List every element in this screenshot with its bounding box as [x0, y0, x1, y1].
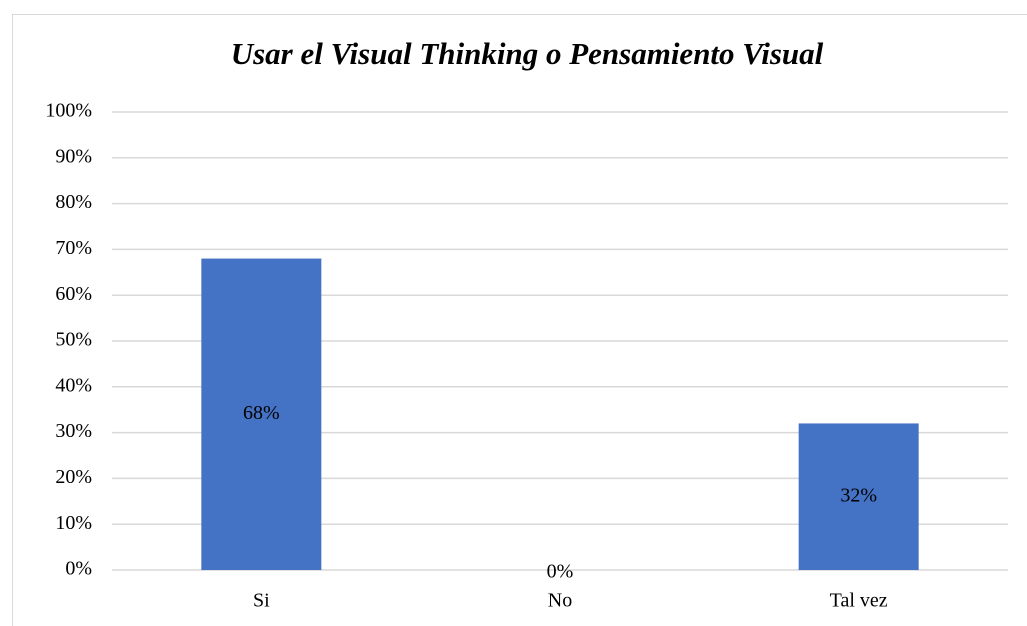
data-label: 68% — [243, 402, 280, 424]
y-tick-label: 10% — [55, 512, 92, 534]
y-tick-label: 100% — [45, 100, 92, 122]
y-tick-label: 90% — [55, 145, 92, 167]
y-tick-label: 50% — [55, 329, 92, 351]
y-tick-label: 0% — [65, 558, 92, 580]
bar — [201, 258, 322, 570]
y-tick-label: 20% — [55, 466, 92, 488]
x-tick-label: No — [548, 590, 572, 612]
chart-title: Usar el Visual Thinking o Pensamiento Vi… — [231, 36, 824, 71]
y-tick-label: 30% — [55, 420, 92, 442]
data-label: 0% — [547, 561, 574, 583]
y-tick-label: 70% — [55, 237, 92, 259]
x-tick-label: Si — [253, 590, 270, 612]
x-tick-label: Tal vez — [830, 590, 888, 612]
bar — [798, 423, 919, 570]
data-label: 32% — [840, 484, 877, 506]
y-tick-label: 80% — [55, 191, 92, 213]
y-tick-label: 60% — [55, 283, 92, 305]
y-tick-label: 40% — [55, 374, 92, 396]
